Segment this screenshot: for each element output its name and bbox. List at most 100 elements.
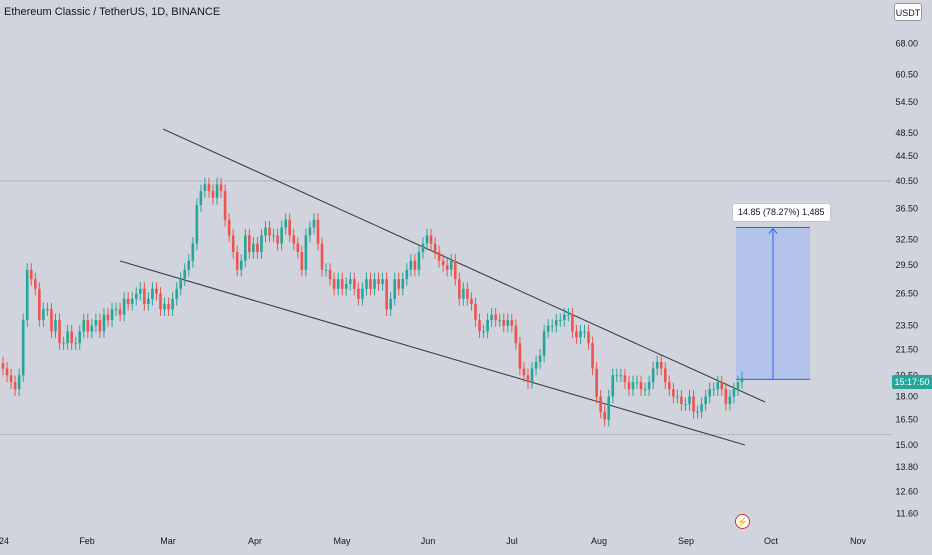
candle-body [256,243,259,253]
candle-body [514,325,518,344]
current-price-label: 15:17:50 [892,375,932,389]
candle-body [42,309,45,321]
candle-body [716,382,720,390]
candle-body [94,320,98,326]
candle-body [231,235,235,253]
candle-body [324,269,328,271]
candle-body [365,279,368,289]
candle-body [413,260,417,270]
candle-body [300,252,304,270]
candle-body [304,235,308,270]
candle-body [361,288,364,299]
candle-body [405,269,409,280]
candle-body [567,314,570,316]
candle-body [506,320,510,326]
candle-body [369,279,372,289]
candle-body [147,298,150,304]
trendline-upper [162,128,766,403]
price-tick-label: 11.60 [896,508,918,518]
candle-body [70,331,73,344]
candle-body [478,320,481,332]
candle-body [276,235,279,244]
candle-body [462,288,465,299]
candle-body [191,243,195,261]
candle-body [700,404,703,412]
time-tick-label: May [333,536,351,546]
candle-body [320,243,324,270]
candle-body [458,279,461,299]
currency-button[interactable]: USDT [894,3,922,21]
price-tick-label: 48.50 [895,128,918,138]
candle-body [199,191,203,206]
candle-body [550,325,554,327]
lightning-icon[interactable]: ⚡ [735,514,750,529]
candle-body [292,235,296,244]
time-tick-label: 24 [0,536,9,546]
candle-body [482,331,485,333]
measure-tool[interactable] [736,226,810,380]
candle-body [526,375,530,383]
candle-body [21,320,25,376]
candle-body [518,343,522,369]
candle-body [708,389,711,397]
candle-body [433,243,437,253]
candle-body [235,252,239,270]
candle-body [373,279,376,289]
candle-body [223,191,227,220]
candle-body [554,320,558,326]
price-tick-label: 68.00 [895,38,918,48]
measure-label: 14.85 (78.27%) 1,485 [733,204,830,221]
candle-body [308,227,312,236]
candle-body [316,219,320,244]
symbol-title[interactable]: Ethereum Classic / TetherUS, 1D, BINANCE [4,6,221,18]
price-tick-label: 60.50 [895,69,918,79]
candle-body [328,269,332,280]
candle-body [441,260,445,266]
candle-body [9,375,13,383]
time-tick-label: Feb [79,536,95,546]
candle-body [627,382,631,390]
candle-body [421,243,425,253]
time-tick-label: Aug [591,536,607,546]
candle-body [377,279,380,284]
candle-body [445,265,449,270]
candle-body [195,205,199,244]
price-tick-label: 54.50 [895,97,918,107]
candle-body [486,320,489,332]
candle-body [348,279,352,284]
candle-body [663,368,667,383]
candle-body [86,320,90,332]
trendlines-group[interactable] [119,128,766,446]
candle-body [46,309,49,311]
candles-group [1,177,744,427]
candle-body [635,382,639,384]
candle-body [248,235,251,253]
candle-body [227,219,231,236]
candle-body [684,404,687,406]
candle-body [692,396,695,412]
candle-body [58,320,61,344]
candle-body [167,303,170,310]
candle-body [5,368,9,376]
candle-body [13,382,17,390]
candle-body [243,235,247,261]
candle-body [655,361,659,369]
time-axis[interactable]: 24 Feb Mar Apr May Jun Jul Aug Sep Oct Nov [0,536,866,546]
candle-body [288,219,292,236]
candle-body [357,288,360,299]
candle-body [490,314,493,321]
candle-body [522,368,526,376]
candle-body [429,235,433,244]
candle-body [34,279,37,289]
candle-body [296,243,300,253]
candle-body [159,293,162,310]
candle-body [672,389,675,397]
price-tick-label: 23.50 [895,321,918,331]
candle-body [470,298,473,304]
candle-body [530,368,534,383]
candle-body [542,331,546,356]
candle-body [312,219,316,228]
price-axis[interactable]: 68.00 60.50 54.50 48.50 44.50 40.50 36.50 32.50… [895,38,918,518]
